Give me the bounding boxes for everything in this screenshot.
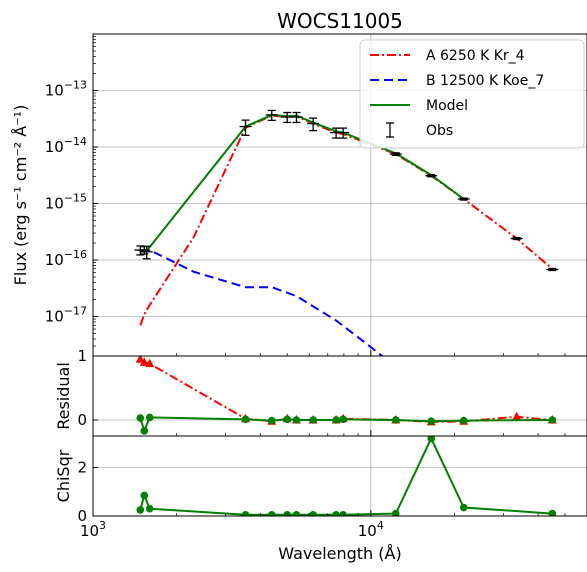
legend-box [359,39,585,149]
flux-y-tick-label: 10−14 [45,135,87,156]
residual-point [140,427,149,435]
legend-label: Obs [426,123,453,139]
chisqr-point [332,510,340,516]
residual-line-model-residual [139,416,553,434]
residual-point [267,416,276,425]
chisqr-point [140,491,149,500]
flux-y-tick-label: 10−15 [45,192,87,213]
residual-series-group [135,356,557,435]
chisqr-y-tick-label: 0 [77,507,87,525]
chisqr-panel-frame [92,435,587,517]
residual-point [309,416,317,424]
chisqr-point [309,510,317,516]
residual-point [145,413,154,422]
residual-triangle-point [139,357,149,366]
chisqr-y-tick-label: 2 [77,459,87,477]
flux-y-axis-label: Flux (erg s⁻¹ cm⁻² Å⁻¹) [11,105,30,286]
residual-point [548,416,557,424]
flux-y-tick-label: 10−13 [45,79,87,100]
chisqr-point [267,510,276,516]
axes-layer: 10−17 10−16 10−15 10−14 10−13 Flux (erg s⁻¹ c… [11,33,587,540]
residual-point [339,415,347,424]
chart-title: WOCS11005 [277,9,403,33]
residual-y-axis-label: Residual [54,362,73,430]
legend-label: A 6250 K Kr_4 [426,48,525,64]
chisqr-point [292,510,301,516]
chisqr-point [339,510,347,516]
residual-point [241,415,250,424]
chisqr-series-group [136,436,557,516]
x-tick-label: 103 [80,519,106,540]
residual-y-tick-label: 1 [77,347,87,365]
residual-point [332,416,340,424]
residual-triangle-point [145,358,155,368]
chisqr-point [459,503,468,512]
legend-label: B 12500 K Koe_7 [426,73,544,89]
residual-point [292,416,301,424]
x-axis-label: Wavelength (Å) [278,544,401,563]
legend: A 6250 K Kr_4 B 12500 K Koe_7 Model Obs [359,39,585,149]
residual-y-tick-label: 0 [77,411,87,429]
residual-point [283,415,291,424]
flux-series-group [134,109,559,356]
chisqr-point [136,506,145,514]
chisqr-point [427,436,436,443]
residual-point [459,416,468,425]
chisqr-line-chisqr [139,436,553,516]
residual-point [136,414,145,422]
chisqr-point [391,509,400,516]
x-tick-label: 104 [358,519,384,540]
residual-point [427,417,436,426]
chisqr-point [145,504,154,513]
flux-y-tick-label: 10−17 [45,305,87,326]
series-layer [134,109,559,516]
chisqr-point [548,509,557,516]
chisqr-point [241,510,250,516]
flux-y-tick-label: 10−16 [45,248,87,269]
chisqr-y-axis-label: ChiSqr [54,449,73,502]
legend-label: Model [426,98,468,114]
residual-point [391,416,400,424]
residual-triangle-point [512,411,522,421]
